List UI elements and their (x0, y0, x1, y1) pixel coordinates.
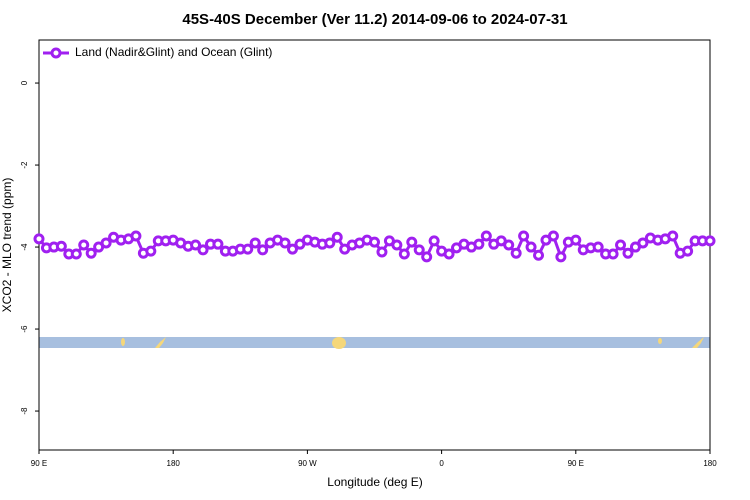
data-point (473, 238, 485, 250)
data-point (533, 249, 545, 261)
x-tick-label: 0 (439, 459, 444, 468)
data-point (391, 239, 403, 251)
data-point (197, 244, 209, 256)
land-patch (121, 338, 125, 346)
data-point (70, 248, 82, 260)
y-tick-label: 0 (20, 80, 29, 85)
data-point (369, 236, 380, 248)
data-point (480, 230, 492, 242)
data-point (145, 245, 157, 257)
data-point (55, 240, 67, 252)
data-point (592, 241, 604, 253)
chart-title: 45S-40S December (Ver 11.2) 2014-09-06 t… (182, 11, 567, 28)
data-point (242, 243, 254, 255)
data-point (607, 248, 619, 260)
data-point (33, 233, 45, 245)
data-point (190, 239, 202, 251)
data-point (518, 230, 530, 242)
y-axis-label: XCO2 - MLO trend (ppm) (0, 178, 14, 313)
x-axis-label: Longitude (deg E) (327, 475, 422, 489)
data-point (667, 230, 679, 242)
data-point (100, 237, 112, 249)
data-point (324, 237, 336, 249)
data-point (286, 243, 298, 255)
land-patch (155, 337, 166, 348)
data-point (421, 251, 433, 263)
legend-swatch-point (50, 47, 62, 59)
data-point (85, 247, 97, 259)
y-tick-label: -2 (20, 161, 29, 169)
data-point (376, 246, 388, 258)
data-point (331, 231, 343, 243)
data-point (682, 245, 694, 257)
data-point (570, 234, 582, 246)
data-point (249, 237, 261, 249)
data-point (398, 248, 410, 260)
land-patch (332, 337, 346, 349)
y-tick-label: -8 (20, 407, 29, 415)
x-tick-label: 180 (703, 459, 717, 468)
data-point (428, 235, 440, 247)
y-tick-label: -4 (20, 243, 29, 251)
ocean-band (39, 337, 710, 348)
data-point (547, 230, 559, 242)
data-point (443, 248, 455, 260)
data-point (555, 251, 567, 263)
data-point (413, 244, 425, 256)
data-point (212, 238, 224, 250)
data-point (704, 235, 716, 247)
data-point (78, 239, 90, 251)
y-tick-label: -6 (20, 325, 29, 333)
data-point (406, 236, 418, 248)
data-point (510, 247, 522, 259)
data-point (622, 247, 634, 259)
land-ocean-strip (39, 337, 710, 349)
land-patch (658, 338, 662, 344)
land-patch (692, 337, 704, 348)
x-tick-label: 180 (167, 459, 181, 468)
data-point (130, 230, 142, 242)
data-point (503, 239, 515, 251)
x-tick-label: 90 E (31, 459, 47, 468)
x-tick-label: 90 E (568, 459, 584, 468)
data-point (525, 241, 537, 253)
data-point (279, 237, 291, 249)
legend-label: Land (Nadir&Glint) and Ocean (Glint) (75, 45, 272, 59)
data-point (257, 244, 269, 256)
data-point (615, 239, 627, 251)
data-point (637, 237, 649, 249)
x-tick-label: 90 W (298, 459, 317, 468)
